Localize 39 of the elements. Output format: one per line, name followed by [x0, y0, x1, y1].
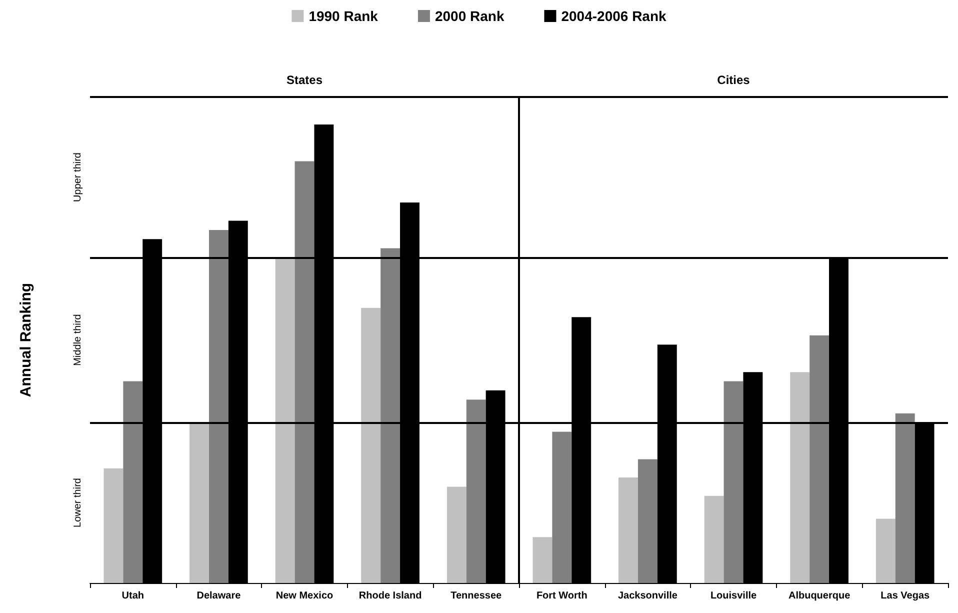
- x-tick-label: Jacksonville: [618, 590, 678, 602]
- x-tick-label: Louisville: [710, 590, 757, 602]
- legend-label: 2004-2006 Rank: [561, 8, 667, 24]
- text: Lower third: [72, 478, 84, 528]
- x-tick-label: Utah: [122, 590, 144, 602]
- bar: [123, 381, 143, 583]
- bar: [895, 413, 915, 583]
- bar: [294, 161, 314, 583]
- bar: [876, 518, 896, 583]
- x-tick-label: Las Vegas: [880, 590, 930, 602]
- bar: [446, 486, 466, 583]
- text: Middle third: [72, 314, 84, 366]
- bar: [552, 432, 572, 583]
- x-tick-label: New Mexico: [276, 590, 334, 602]
- x-tick-label: Fort Worth: [536, 590, 588, 602]
- x-tick-label: Rhode Island: [358, 590, 422, 602]
- bar: [704, 496, 724, 583]
- bar: [466, 400, 486, 583]
- text: Cities: [717, 73, 750, 87]
- bar: [618, 478, 638, 583]
- bar: [361, 308, 381, 583]
- bar: [104, 468, 124, 583]
- bar: [638, 459, 658, 583]
- x-tick-label: Delaware: [196, 590, 242, 602]
- legend-label: 1990 Rank: [308, 8, 378, 24]
- x-tick-label: Tennessee: [450, 590, 502, 602]
- bar: [190, 422, 209, 583]
- y-axis-title: Annual Ranking: [18, 282, 34, 398]
- bar: [275, 257, 295, 583]
- bar: [208, 230, 228, 583]
- text: Upper third: [72, 152, 84, 202]
- bar: [380, 248, 400, 583]
- bar: [790, 372, 810, 583]
- bar: [724, 381, 744, 583]
- bar: [532, 537, 552, 583]
- bar: [810, 335, 830, 583]
- x-tick-label: Albuquerque: [788, 590, 851, 602]
- text: States: [286, 73, 323, 87]
- legend-label: 2000 Rank: [434, 8, 504, 24]
